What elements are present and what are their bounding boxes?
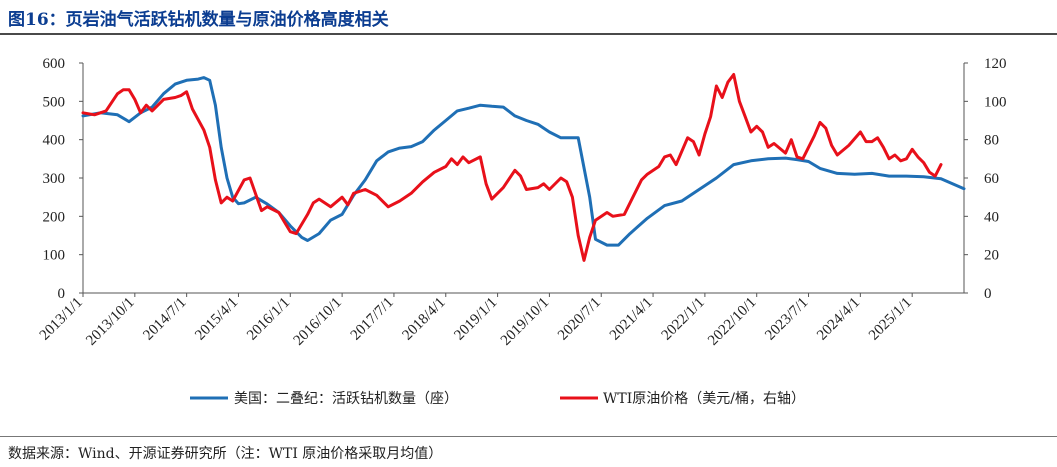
tick-labels: 0 100 200 300 400 500 600 0 20 40 60 80 100 120 2013/1… [37,56,1007,349]
right-axis-tick-label: 40 [984,209,999,225]
series-lines [81,73,966,262]
right-axis-tick-label: 80 [984,133,999,149]
x-axis-tick-label: 2022/1/1 [659,295,708,344]
left-axis-tick-label: 600 [43,56,66,72]
x-axis-tick-label: 2015/4/1 [192,295,241,344]
rig-count-line [81,76,966,247]
x-axis-tick-label: 2022/10/1 [705,295,759,349]
left-axis-tick-label: 300 [43,171,66,187]
x-axis-tick-label: 2016/10/1 [291,295,345,349]
source-divider [0,436,1057,437]
legend: 美国：二叠纪：活跃钻机数量（座） WTI原油价格（美元/桶，右轴） [190,391,805,407]
left-axis-tick-label: 100 [43,248,66,264]
x-axis-tick-label: 2017/7/1 [348,295,397,344]
right-axis-tick-label: 60 [984,171,999,187]
x-axis-tick-label: 2021/4/1 [607,295,656,344]
left-axis-tick-label: 400 [43,133,66,149]
legend-label-rig-count: 美国：二叠纪：活跃钻机数量（座） [234,391,458,407]
x-axis-tick-label: 2025/1/1 [866,295,915,344]
x-axis-tick-label: 2014/7/1 [140,295,189,344]
x-axis-tick-label: 2020/7/1 [555,295,604,344]
title-divider [0,33,1057,35]
axes [79,62,968,297]
wti-price-line [81,73,943,262]
right-axis-tick-label: 0 [984,286,992,302]
right-axis-tick-label: 20 [984,248,999,264]
right-axis-tick-label: 100 [984,94,1007,110]
legend-label-wti-price: WTI原油价格（美元/桶，右轴） [603,391,805,407]
figure-title: 图16：页岩油气活跃钻机数量与原油价格高度相关 [8,10,389,30]
right-axis-tick-label: 120 [984,56,1007,72]
x-axis-tick-label: 2019/1/1 [451,295,500,344]
line-chart: 0 100 200 300 400 500 600 0 20 40 60 80 100 120 2013/1… [37,56,1007,407]
left-axis-tick-label: 500 [43,94,66,110]
source-note: 数据来源：Wind、开源证券研究所（注：WTI 原油价格采取月均值） [8,446,443,462]
left-axis-tick-label: 0 [58,286,66,302]
x-axis-tick-label: 2023/7/1 [762,295,811,344]
left-axis-tick-label: 200 [43,209,66,225]
x-axis-tick-label: 2019/10/1 [498,295,552,349]
x-axis-tick-label: 2024/4/1 [814,295,863,344]
x-axis-tick-label: 2016/1/1 [244,295,293,344]
x-axis-tick-label: 2018/4/1 [400,295,449,344]
x-axis-tick-label: 2013/10/1 [83,295,137,349]
